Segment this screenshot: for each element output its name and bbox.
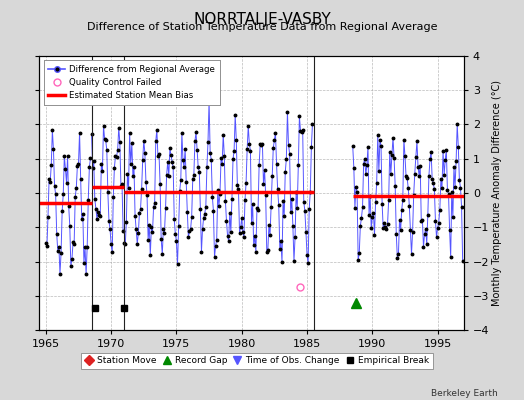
Legend: Difference from Regional Average, Quality Control Failed, Estimated Station Mean: Difference from Regional Average, Qualit… [43, 60, 220, 104]
Y-axis label: Monthly Temperature Anomaly Difference (°C): Monthly Temperature Anomaly Difference (… [492, 80, 502, 306]
Text: Berkeley Earth: Berkeley Earth [431, 389, 498, 398]
Text: NORRTALJE-VASBY: NORRTALJE-VASBY [193, 12, 331, 27]
Text: Difference of Station Temperature Data from Regional Average: Difference of Station Temperature Data f… [87, 22, 437, 32]
Legend: Station Move, Record Gap, Time of Obs. Change, Empirical Break: Station Move, Record Gap, Time of Obs. C… [81, 352, 432, 369]
